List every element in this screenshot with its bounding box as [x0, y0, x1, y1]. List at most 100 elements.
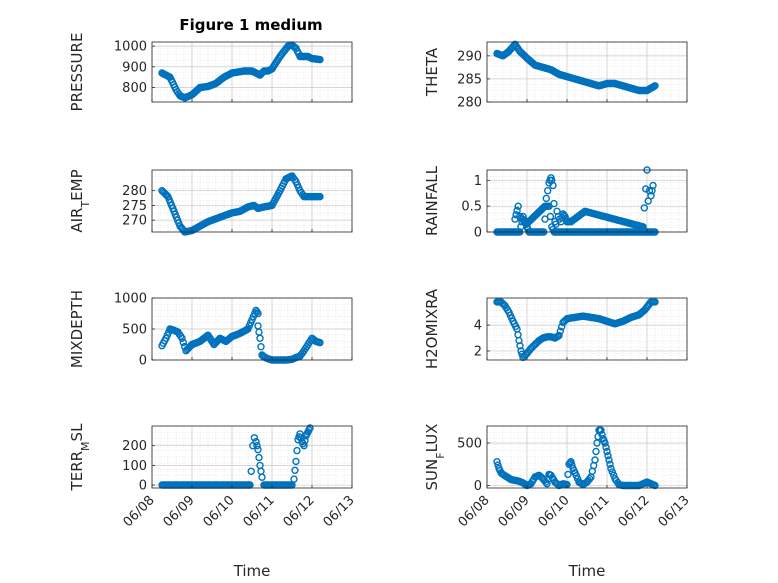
x-axis-label: Time [568, 562, 606, 580]
y-axis-label: RAINFALL [423, 165, 441, 236]
data-point [316, 338, 324, 347]
data-point [247, 467, 255, 475]
y-tick-label: 1000 [114, 292, 147, 307]
data-series [158, 41, 324, 102]
axes-box [151, 425, 353, 489]
data-point [549, 181, 557, 190]
y-tick-label: 800 [122, 81, 147, 96]
y-tick-label: 500 [122, 323, 147, 338]
data-point [293, 446, 301, 455]
axes-box [486, 425, 688, 489]
major-grid [151, 42, 353, 102]
y-axis-label: AIRTEMP [68, 169, 92, 232]
y-tick-label: 280 [457, 96, 482, 111]
data-point [513, 206, 521, 215]
data-point [649, 181, 657, 190]
data-point [258, 473, 266, 481]
data-point [542, 194, 550, 203]
data-point [306, 424, 314, 432]
data-point [316, 55, 324, 64]
data-point [301, 437, 309, 445]
subplot-mixdepth: 0 500 1000 MIXDEPTH [68, 290, 353, 369]
data-point [252, 438, 260, 446]
data-point [601, 439, 609, 447]
y-tick-label: 290 [457, 49, 482, 64]
data-point [651, 298, 659, 306]
axes-box [151, 169, 353, 233]
data-point [606, 460, 614, 468]
data-point [605, 456, 613, 464]
data-point [254, 445, 262, 454]
data-point [178, 334, 186, 342]
data-point [603, 447, 611, 456]
y-axis-label: SUNFLUX [423, 424, 447, 491]
data-point [564, 470, 572, 479]
data-point [517, 347, 525, 355]
y-tick-label: 270 [122, 214, 147, 229]
y-tick-label: 200 [122, 439, 147, 454]
data-point [555, 331, 563, 340]
data-point [591, 456, 599, 464]
data-point [602, 443, 610, 451]
axes-box [486, 297, 688, 361]
data-point [651, 82, 659, 90]
data-point [541, 202, 549, 210]
data-point [556, 327, 564, 335]
y-tick-label: 900 [122, 60, 147, 75]
y-tick-label: 1000 [114, 40, 147, 55]
data-point [639, 223, 647, 231]
y-tick-label: 500 [457, 436, 482, 451]
data-point [316, 192, 324, 201]
data-point [493, 458, 501, 466]
data-point [540, 203, 548, 212]
data-point [608, 468, 616, 476]
data-point [560, 211, 568, 219]
y-tick-label: 1 [474, 174, 482, 189]
y-tick-label: 285 [457, 72, 482, 87]
data-series [493, 298, 659, 362]
data-point [257, 343, 265, 351]
subplot-h2omixra: 2 4 H2OMIXRA [423, 288, 688, 369]
axes-box [486, 169, 688, 233]
data-point [651, 481, 659, 490]
data-point [253, 442, 261, 450]
data-series [158, 172, 324, 236]
data-point [255, 453, 263, 462]
data-point [642, 185, 650, 193]
y-tick-label: 2 [474, 344, 482, 359]
data-point [179, 338, 188, 347]
axes-box [151, 41, 353, 103]
y-tick-label: 280 [122, 184, 147, 199]
data-point [586, 475, 594, 483]
data-point [607, 464, 615, 473]
data-point [640, 204, 648, 212]
y-tick-label: 100 [122, 459, 147, 474]
y-axis-label: H2OMIXRA [423, 288, 441, 369]
y-tick-label: 0 [139, 354, 147, 369]
minor-grid [151, 425, 353, 489]
x-axis-label: Time [233, 562, 271, 580]
subplot-rainfall: 0 0.5 1 RAINFALL [423, 165, 688, 241]
data-point [250, 434, 259, 442]
data-point [254, 309, 262, 318]
data-point [597, 426, 605, 434]
data-point [567, 458, 575, 466]
data-point [604, 452, 612, 460]
data-series [493, 40, 659, 95]
y-axis-label: THETA [423, 47, 441, 97]
y-tick-label: 275 [122, 199, 147, 214]
y-axis-label: MIXDEPTH [68, 290, 86, 368]
data-point [546, 212, 555, 221]
y-axis-label: TERRMSL [68, 423, 92, 492]
y-tick-label: 0 [474, 226, 482, 241]
axes-box [486, 41, 688, 103]
data-point [256, 334, 264, 342]
subplot-pressure: 800 900 1000 PRESSURE [68, 33, 353, 111]
data-point [543, 480, 551, 488]
data-point [598, 430, 606, 439]
y-tick-label: 0 [139, 479, 147, 494]
data-point [290, 475, 298, 483]
